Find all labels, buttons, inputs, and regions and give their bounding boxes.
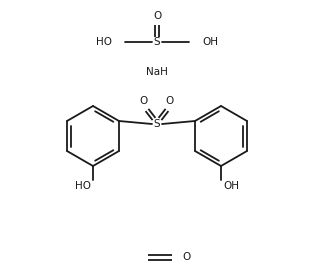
Text: S: S — [154, 37, 160, 47]
Text: S: S — [154, 119, 160, 129]
Text: O: O — [182, 252, 190, 262]
Text: NaH: NaH — [146, 67, 168, 77]
Text: OH: OH — [223, 181, 239, 191]
Text: O: O — [153, 11, 161, 21]
Text: HO: HO — [96, 37, 112, 47]
Text: OH: OH — [202, 37, 218, 47]
Text: HO: HO — [75, 181, 91, 191]
Text: O: O — [166, 96, 174, 106]
Text: O: O — [140, 96, 148, 106]
